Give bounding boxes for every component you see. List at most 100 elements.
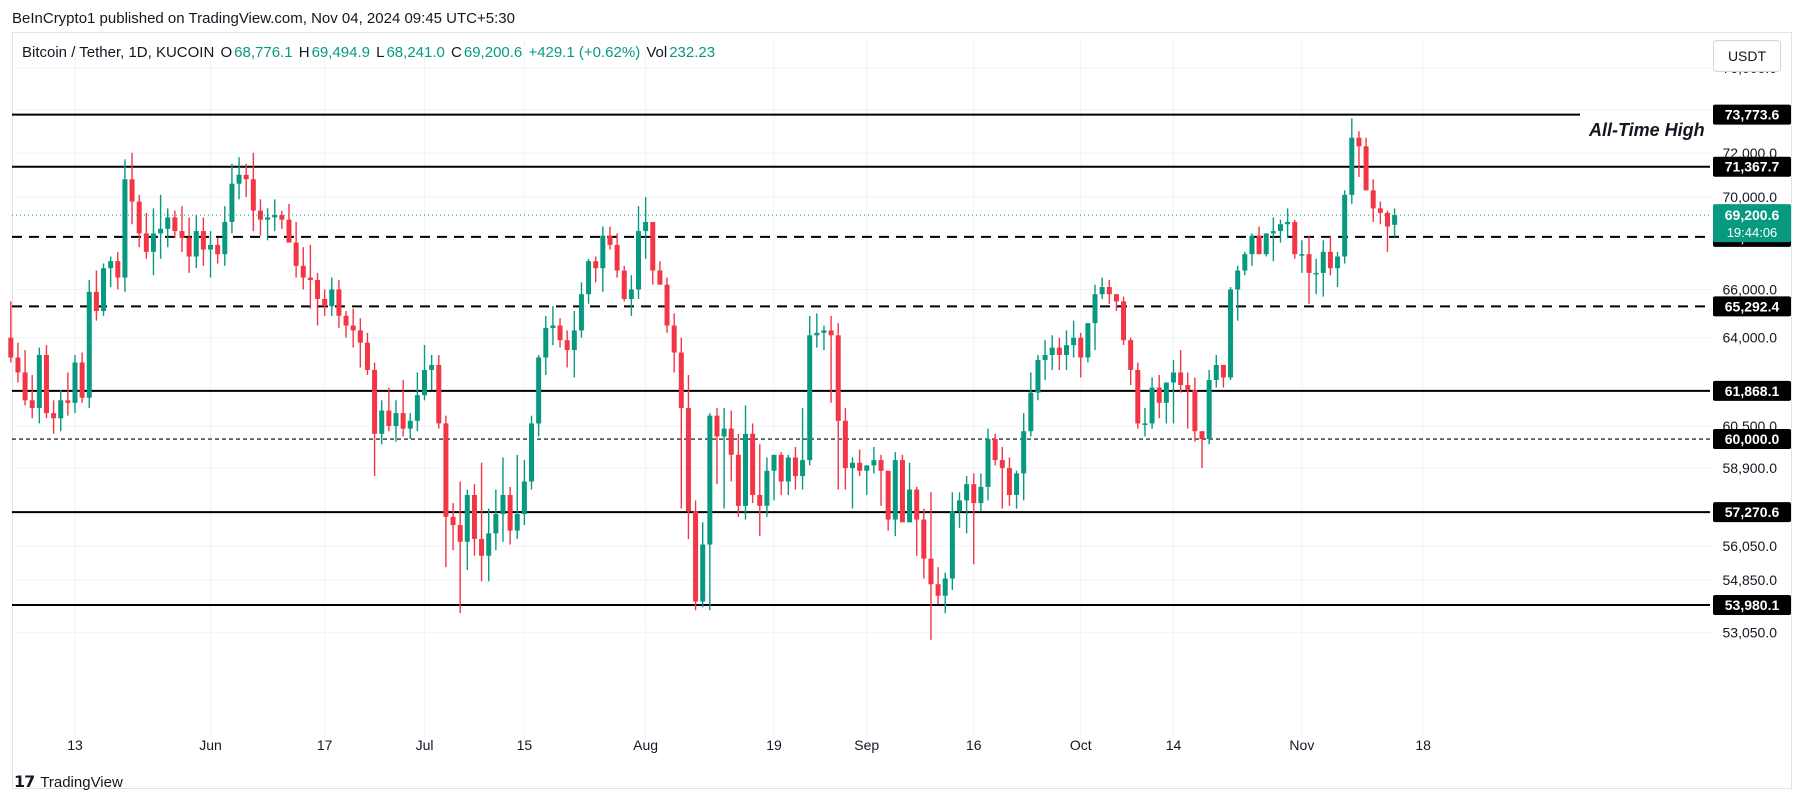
candle-body xyxy=(336,289,342,316)
candle-body xyxy=(115,261,121,278)
x-axis-tick-label: Sep xyxy=(854,737,879,753)
candle-body xyxy=(193,231,199,257)
candle-body xyxy=(486,533,492,556)
candle-body xyxy=(985,439,991,487)
level-price-tag-label: 57,270.6 xyxy=(1725,504,1780,520)
candle-body xyxy=(842,420,848,469)
currency-button[interactable]: USDT xyxy=(1713,40,1781,72)
candle-body xyxy=(586,261,592,295)
candle-body xyxy=(942,578,948,596)
candle-body xyxy=(236,174,242,184)
candle-body xyxy=(1156,387,1162,403)
candle-body xyxy=(707,415,713,545)
candle-body xyxy=(593,261,599,269)
candle-body xyxy=(108,261,114,269)
candle-body xyxy=(1285,221,1291,225)
x-axis-tick-label: 14 xyxy=(1166,737,1182,753)
x-axis-tick-label: Oct xyxy=(1070,737,1092,753)
x-axis-tick-label: 13 xyxy=(67,737,83,753)
candle-body xyxy=(58,400,64,419)
symbol-name: Bitcoin / Tether, 1D, KUCOIN xyxy=(22,44,215,61)
candle-body xyxy=(550,325,556,328)
y-axis-tick-label: 66,000.0 xyxy=(1723,281,1778,297)
candle-body xyxy=(265,217,271,220)
candle-body xyxy=(1021,431,1027,474)
candle-body xyxy=(315,279,321,299)
candle-body xyxy=(899,460,905,523)
candle-body xyxy=(557,325,563,341)
candle-body xyxy=(222,221,228,255)
candle-body xyxy=(1071,337,1077,346)
candle-body xyxy=(971,484,977,504)
candle-body xyxy=(1199,431,1205,440)
candle-body xyxy=(735,454,741,506)
candle-body xyxy=(600,235,606,269)
candle-body xyxy=(86,291,92,398)
candle-body xyxy=(650,221,656,271)
candle-body xyxy=(1213,364,1219,380)
candle-body xyxy=(928,558,934,585)
candle-body xyxy=(700,544,706,602)
last-price-label: 69,200.6 xyxy=(1725,207,1780,223)
y-axis-tick-label: 54,850.0 xyxy=(1723,572,1778,588)
candle-body xyxy=(322,298,328,307)
candle-body xyxy=(1277,224,1283,232)
candle-body xyxy=(471,494,477,539)
candle-body xyxy=(1313,272,1319,275)
y-axis-tick-label: 58,900.0 xyxy=(1723,460,1778,476)
candle-body xyxy=(343,315,349,326)
candle-body xyxy=(208,244,214,250)
candle-body xyxy=(1042,355,1048,360)
candle-body xyxy=(179,231,185,238)
x-axis-tick-label: 17 xyxy=(317,737,333,753)
candle-body xyxy=(200,231,206,250)
candle-body xyxy=(964,484,970,501)
x-axis-tick-label: 15 xyxy=(517,737,533,753)
candle-body xyxy=(1099,287,1105,295)
footer-brand-label: TradingView xyxy=(40,773,123,791)
candle-body xyxy=(386,410,392,427)
candle-body xyxy=(643,221,649,232)
candle-body xyxy=(443,423,449,517)
candle-body xyxy=(664,284,670,326)
candle-body xyxy=(785,457,791,482)
last-price-tag xyxy=(1713,204,1791,243)
candle-body xyxy=(215,244,221,255)
candle-body xyxy=(1049,347,1055,356)
candle-body xyxy=(529,423,535,482)
candle-body xyxy=(536,357,542,424)
candle-body xyxy=(771,454,777,471)
level-price-tag xyxy=(1713,104,1791,125)
level-price-tag xyxy=(1713,502,1791,523)
candle-body xyxy=(1028,392,1034,432)
x-axis-tick-label: 16 xyxy=(966,737,982,753)
candle-body xyxy=(93,291,99,311)
volume-label: Vol xyxy=(646,44,668,61)
candle-body xyxy=(792,457,798,477)
countdown-label: 19:44:06 xyxy=(1727,225,1778,240)
candle-body xyxy=(1270,231,1276,234)
candle-body xyxy=(43,355,49,414)
candle-body xyxy=(250,179,256,211)
symbol-legend: Bitcoin / Tether, 1D, KUCOIN O 68,776.1 H… xyxy=(22,44,717,61)
candle-body xyxy=(158,228,164,234)
candle-body xyxy=(1356,137,1362,147)
candle-body xyxy=(1163,382,1169,403)
candle-body xyxy=(1377,208,1383,213)
candle-body xyxy=(65,400,71,403)
candle-body xyxy=(329,289,335,307)
candle-body xyxy=(1306,254,1312,273)
candle-body xyxy=(129,179,135,202)
candle-body xyxy=(657,270,663,285)
candle-body xyxy=(36,355,42,408)
candle-body xyxy=(914,489,920,520)
candle-body xyxy=(1242,254,1248,271)
candle-body xyxy=(286,219,292,243)
candle-body xyxy=(885,470,891,520)
candle-body xyxy=(300,265,306,278)
volume-value: 232.23 xyxy=(669,44,716,61)
candle-body xyxy=(136,201,142,234)
x-axis-tick-label: Nov xyxy=(1289,737,1314,753)
candle-body xyxy=(543,327,549,358)
